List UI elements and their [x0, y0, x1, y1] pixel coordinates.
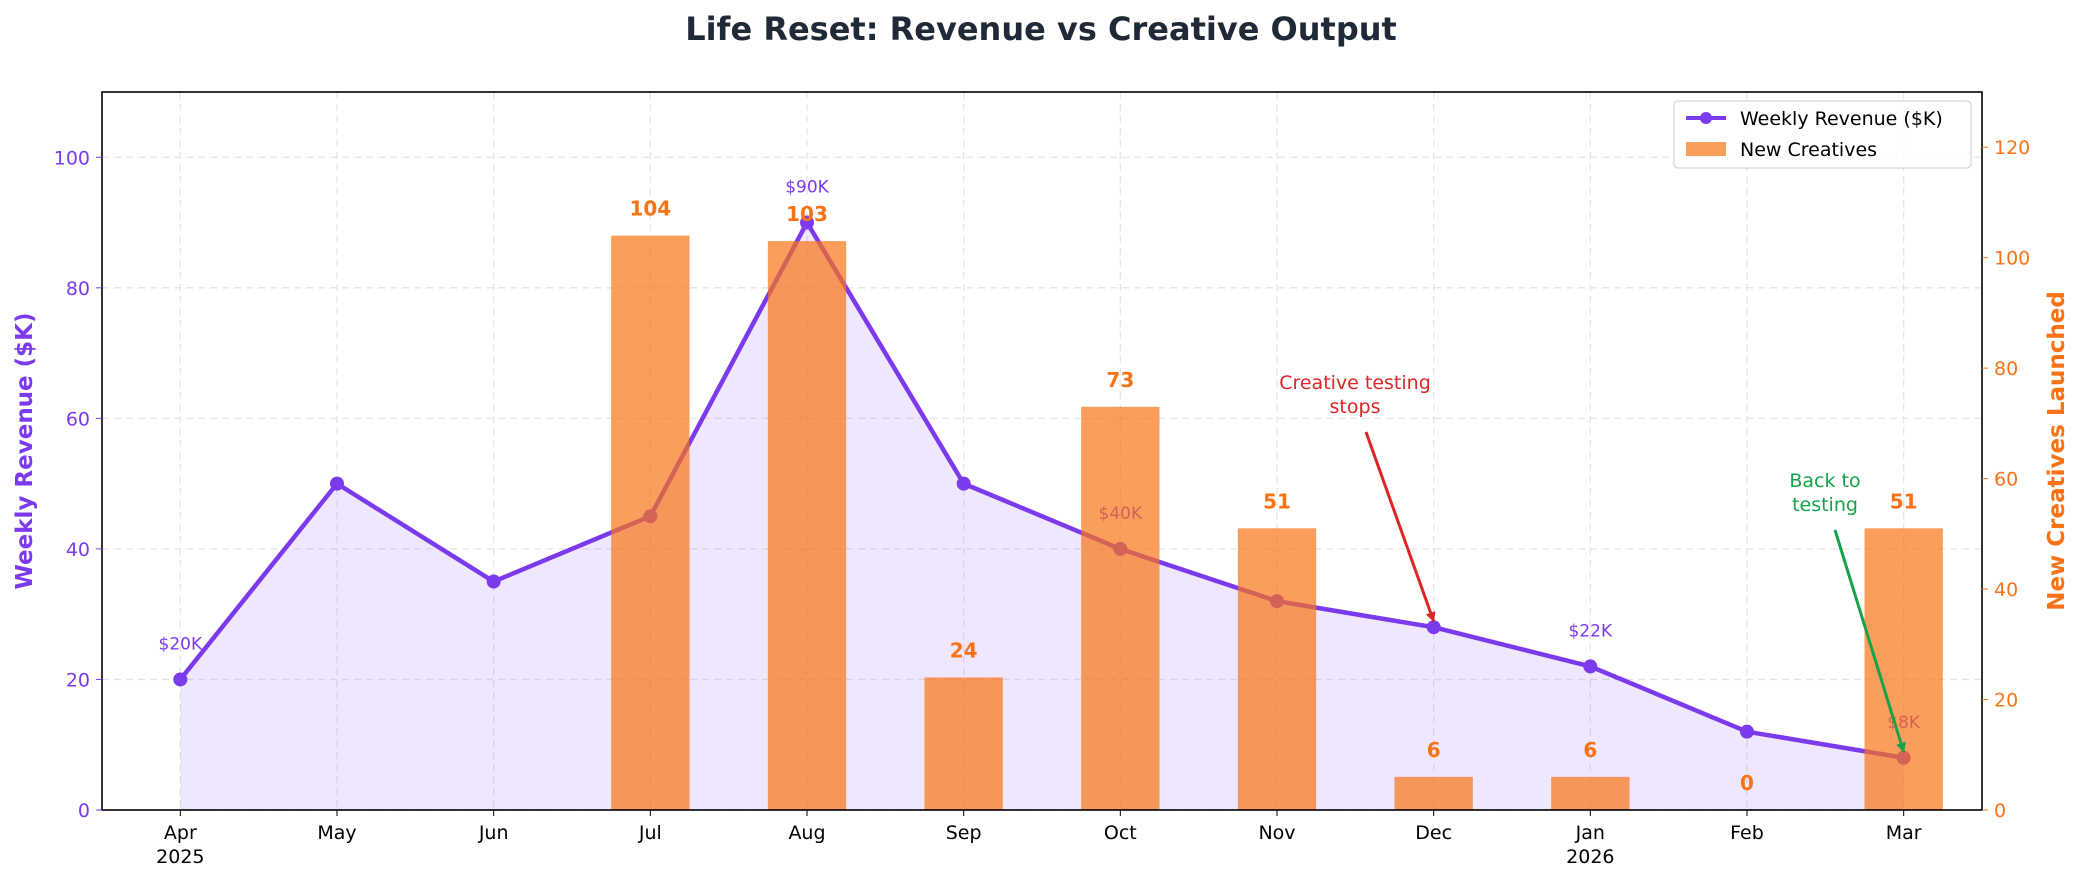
bar-value-label: 6	[1427, 738, 1441, 762]
revenue-point	[1426, 620, 1441, 635]
revenue-point	[956, 476, 971, 491]
legend-label-revenue: Weekly Revenue ($K)	[1740, 108, 1943, 130]
x-tick-label: Dec	[1415, 822, 1452, 844]
y-tick-label-right: 20	[1994, 690, 2018, 712]
creatives-bars	[611, 235, 1943, 811]
x-tick-label: 2026	[1566, 846, 1614, 868]
revenue-line-path	[178, 220, 1905, 761]
annotation-text: Creative testing	[1279, 372, 1431, 394]
bar-value-label: 24	[950, 638, 978, 662]
revenue-area-fill	[180, 222, 1904, 810]
y-tick-label-left: 100	[54, 147, 90, 169]
y-tick-label-right: 60	[1994, 469, 2018, 491]
x-tick-label: Jun	[478, 822, 509, 844]
revenue-data-label: $90K	[785, 178, 829, 198]
x-tick-label: Jan	[1575, 822, 1605, 844]
x-tick-label: May	[317, 822, 356, 844]
annotation-arrow	[1364, 431, 1436, 623]
annotation-text: Back to	[1789, 470, 1860, 492]
creatives-bar	[1864, 528, 1943, 810]
y-tick-label-left: 0	[78, 800, 90, 822]
revenue-point	[486, 574, 501, 589]
annotation-text: testing	[1792, 494, 1858, 516]
bar-labels: 104 103 24 73 51 6 6 0 51	[629, 197, 1917, 795]
x-tick-label: Mar	[1886, 822, 1922, 844]
bar-value-label: 104	[629, 197, 671, 221]
x-tick-label: Sep	[946, 822, 982, 844]
y-tick-label-right: 0	[1994, 800, 2006, 822]
x-tick-label: 2025	[156, 846, 204, 868]
y-tick-label-left: 60	[66, 408, 90, 430]
creatives-bar	[767, 241, 847, 811]
revenue-point	[1583, 659, 1598, 674]
revenue-data-label: $20K	[159, 634, 203, 654]
y-tick-label-left: 80	[66, 278, 90, 300]
annotation-text: stops	[1330, 396, 1381, 418]
y-tick-label-right: 100	[1994, 248, 2030, 270]
creatives-bar	[1237, 528, 1317, 810]
y-axis-label-left: Weekly Revenue ($K)	[12, 312, 38, 589]
revenue-point	[173, 672, 188, 687]
bar-value-label: 6	[1583, 738, 1597, 762]
legend: Weekly Revenue ($K) New Creatives	[1673, 100, 1972, 169]
x-tick-label: Feb	[1730, 822, 1764, 844]
legend-box	[1673, 100, 1972, 169]
x-tick-label: Oct	[1104, 822, 1137, 844]
y-tick-label-left: 20	[66, 669, 90, 691]
revenue-area	[180, 222, 1904, 810]
revenue-data-label: $22K	[1569, 621, 1613, 641]
y-axis-label-right: New Creatives Launched	[2044, 291, 2070, 611]
creatives-bar	[924, 677, 1003, 810]
creatives-bar	[611, 235, 690, 811]
revenue-point	[1740, 724, 1754, 739]
bar-value-label: 0	[1740, 771, 1754, 795]
legend-marker	[1700, 112, 1712, 124]
x-tick-label: Jul	[638, 822, 662, 844]
bar-value-label: 103	[786, 202, 828, 226]
legend-label-creatives: New Creatives	[1740, 139, 1877, 161]
annotation-arrow	[1833, 529, 1906, 753]
chart-title: Life Reset: Revenue vs Creative Output	[685, 10, 1397, 48]
creatives-bar	[1394, 776, 1473, 810]
y-tick-label-right: 80	[1994, 358, 2018, 380]
bar-value-label: 51	[1890, 489, 1918, 513]
bar-value-label: 51	[1263, 489, 1291, 513]
y-tick-label-left: 40	[66, 539, 90, 561]
x-tick-label: Nov	[1258, 822, 1295, 844]
x-tick-label: Apr	[164, 822, 197, 844]
creatives-bar	[1551, 776, 1630, 810]
y-tick-label-right: 120	[1994, 137, 2030, 159]
y-tick-label-right: 40	[1994, 579, 2018, 601]
bar-value-label: 73	[1106, 368, 1134, 392]
legend-bar-swatch	[1686, 142, 1726, 156]
revenue-point	[800, 215, 814, 230]
x-tick-label: Aug	[788, 822, 825, 844]
creatives-bar	[1081, 406, 1160, 810]
plot-frame	[101, 91, 1983, 811]
revenue-point	[330, 476, 344, 491]
